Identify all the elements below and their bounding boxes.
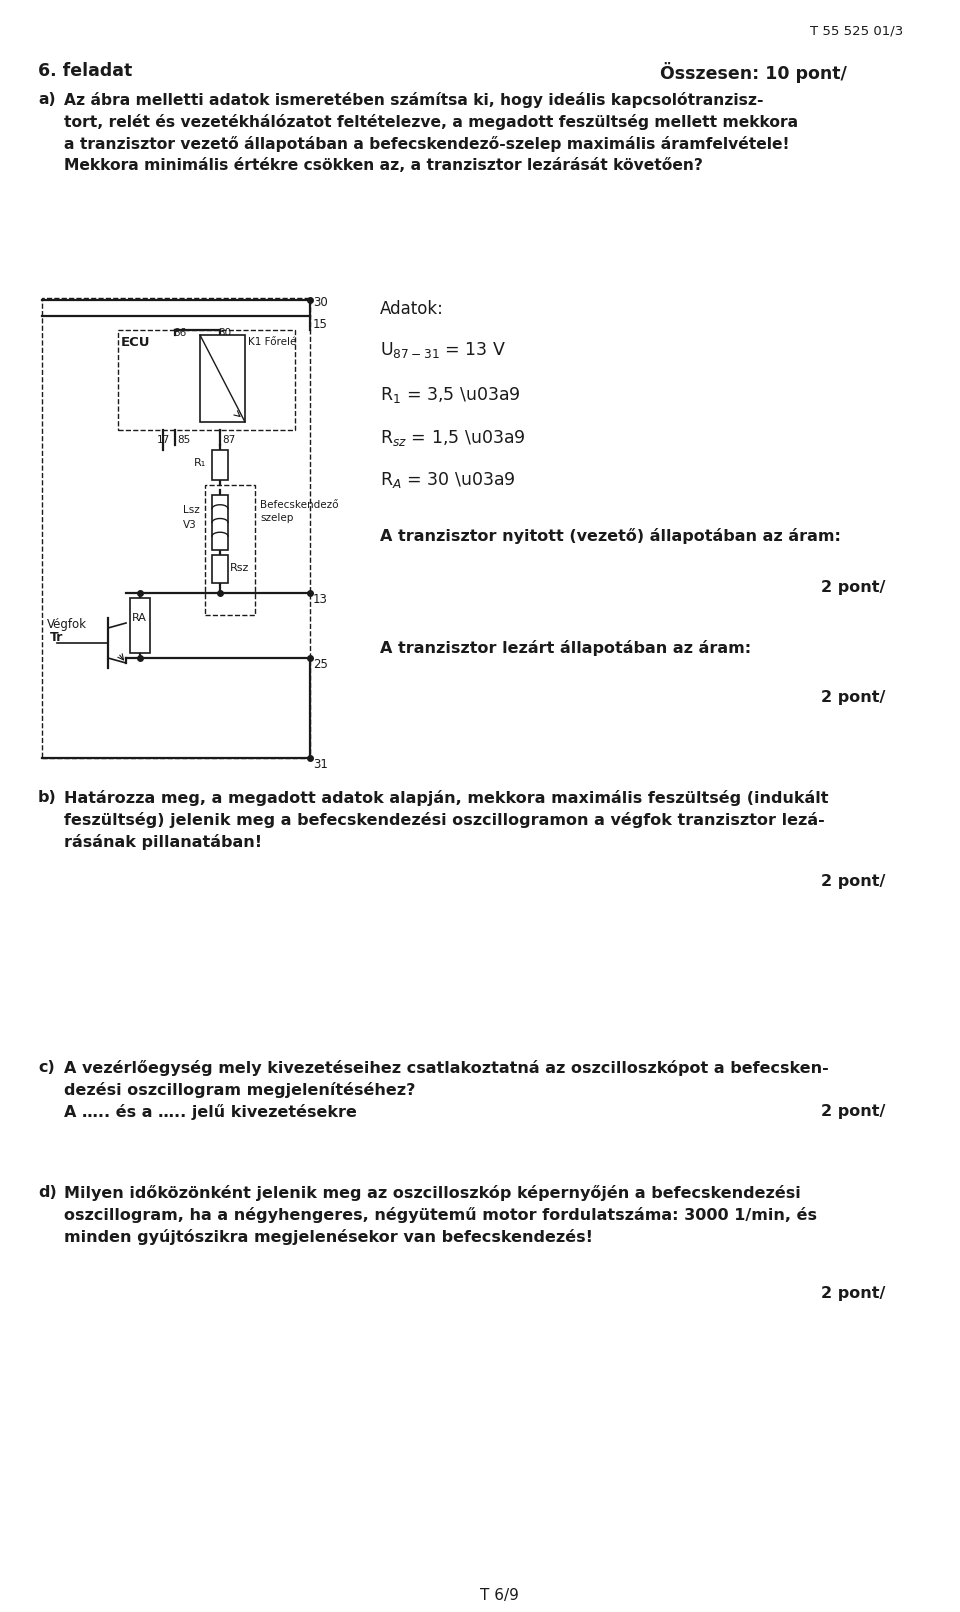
Text: dezési oszcillogram megjelenítéséhez?: dezési oszcillogram megjelenítéséhez? — [64, 1082, 416, 1098]
Bar — [212, 450, 228, 480]
Text: A ….. és a ….. jelű kivezetésekre: A ….. és a ….. jelű kivezetésekre — [64, 1104, 357, 1120]
Text: minden gyújtószikra megjelenésekor van befecskendezés!: minden gyújtószikra megjelenésekor van b… — [64, 1228, 593, 1244]
Text: 87: 87 — [222, 435, 235, 445]
Bar — [130, 598, 150, 653]
Bar — [42, 298, 310, 758]
Text: 25: 25 — [313, 658, 328, 671]
Text: 15: 15 — [313, 318, 328, 330]
Text: RA: RA — [132, 613, 147, 622]
Text: Összesen: 10 pont/: Összesen: 10 pont/ — [660, 61, 847, 82]
Text: 30: 30 — [313, 297, 327, 310]
Text: 31: 31 — [313, 758, 328, 771]
Text: Rsz: Rsz — [230, 563, 250, 572]
Text: rásának pillanatában!: rásának pillanatában! — [64, 833, 262, 850]
Text: R$_A$ = 30 \u03a9: R$_A$ = 30 \u03a9 — [380, 471, 516, 490]
Text: A tranzisztor nyitott (vezető) állapotában az áram:: A tranzisztor nyitott (vezető) állapotáb… — [380, 529, 841, 543]
Text: Az ábra melletti adatok ismeretében számítsa ki, hogy ideális kapcsolótranzisz-: Az ábra melletti adatok ismeretében szám… — [64, 92, 763, 108]
Text: K1 Főrelé: K1 Főrelé — [248, 337, 297, 347]
Text: V3: V3 — [183, 521, 197, 530]
Text: Végfok: Végfok — [47, 617, 87, 630]
Text: 2 pont/: 2 pont/ — [821, 690, 885, 704]
Bar — [205, 485, 255, 616]
Bar — [212, 555, 228, 584]
Text: 30: 30 — [218, 327, 231, 339]
Text: 2 pont/: 2 pont/ — [821, 1104, 885, 1119]
Text: a tranzisztor vezető állapotában a befecskendező-szelep maximális áramfelvétele!: a tranzisztor vezető állapotában a befec… — [64, 135, 789, 152]
Text: Befecskendező: Befecskendező — [260, 500, 339, 509]
Text: Lsz: Lsz — [183, 505, 200, 514]
Text: 17: 17 — [157, 435, 170, 445]
Bar — [212, 495, 228, 550]
Text: a): a) — [38, 92, 56, 106]
Text: Határozza meg, a megadott adatok alapján, mekkora maximális feszültség (indukált: Határozza meg, a megadott adatok alapján… — [64, 790, 828, 806]
Text: U$_{87-31}$ = 13 V: U$_{87-31}$ = 13 V — [380, 340, 506, 359]
Text: A vezérlőegység mely kivezetéseihez csatlakoztatná az oszcilloszkópot a befecske: A vezérlőegység mely kivezetéseihez csat… — [64, 1061, 828, 1075]
Text: T 6/9: T 6/9 — [480, 1588, 518, 1602]
Text: szelep: szelep — [260, 513, 294, 522]
Text: 2 pont/: 2 pont/ — [821, 1286, 885, 1301]
Text: 2 pont/: 2 pont/ — [821, 874, 885, 888]
Text: Adatok:: Adatok: — [380, 300, 444, 318]
Text: A tranzisztor lezárt állapotában az áram:: A tranzisztor lezárt állapotában az áram… — [380, 640, 751, 656]
Bar — [200, 335, 245, 422]
Text: tort, relét és vezetékhálózatot feltételezve, a megadott feszültség mellett mekk: tort, relét és vezetékhálózatot feltétel… — [64, 114, 798, 131]
Text: R$_1$ = 3,5 \u03a9: R$_1$ = 3,5 \u03a9 — [380, 385, 520, 405]
Text: Mekkora minimális értékre csökken az, a tranzisztor lezárását követően?: Mekkora minimális értékre csökken az, a … — [64, 158, 703, 172]
Text: 2 pont/: 2 pont/ — [821, 580, 885, 595]
Text: c): c) — [38, 1061, 55, 1075]
Text: 6. feladat: 6. feladat — [38, 61, 132, 81]
Text: ECU: ECU — [121, 335, 151, 350]
Text: R$_{sz}$ = 1,5 \u03a9: R$_{sz}$ = 1,5 \u03a9 — [380, 429, 526, 448]
Text: feszültség) jelenik meg a befecskendezési oszcillogramon a végfok tranzisztor le: feszültség) jelenik meg a befecskendezés… — [64, 812, 825, 829]
Text: R₁: R₁ — [194, 458, 206, 467]
Text: Tr: Tr — [50, 630, 63, 645]
Text: 86: 86 — [173, 327, 186, 339]
Text: 85: 85 — [177, 435, 190, 445]
Text: d): d) — [38, 1185, 57, 1199]
Text: b): b) — [38, 790, 57, 804]
Text: oszcillogram, ha a négyhengeres, négyütemű motor fordulatszáma: 3000 1/min, és: oszcillogram, ha a négyhengeres, négyüte… — [64, 1207, 817, 1224]
Bar — [118, 330, 295, 430]
Text: T 55 525 01/3: T 55 525 01/3 — [810, 24, 903, 37]
Text: Milyen időközönként jelenik meg az oszcilloszkóp képernyőjén a befecskendezési: Milyen időközönként jelenik meg az oszci… — [64, 1185, 801, 1201]
Text: 13: 13 — [313, 593, 328, 606]
